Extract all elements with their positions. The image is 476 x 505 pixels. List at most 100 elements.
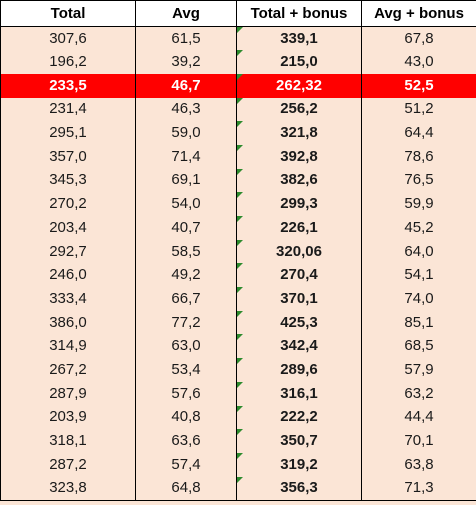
table-row[interactable]: 318,1 63,6 350,7 70,1 bbox=[0, 429, 476, 453]
table-row[interactable]: 345,3 69,1 382,6 76,5 bbox=[0, 168, 476, 193]
error-indicator-icon[interactable] bbox=[237, 263, 243, 270]
cell-total[interactable]: 270,2 bbox=[0, 192, 136, 216]
table-row[interactable]: 292,7 58,5 320,06 64,0 bbox=[0, 239, 476, 264]
cell-total[interactable]: 345,3 bbox=[0, 168, 136, 193]
cell-avg[interactable]: 46,7 bbox=[135, 73, 237, 98]
cell-total-bonus[interactable]: 342,4 bbox=[236, 334, 362, 359]
cell-total[interactable]: 203,4 bbox=[0, 216, 136, 240]
error-indicator-icon[interactable] bbox=[237, 476, 243, 483]
error-indicator-icon[interactable] bbox=[237, 429, 243, 436]
cell-avg[interactable]: 61,5 bbox=[135, 26, 237, 51]
cell-avg-bonus[interactable]: 70,1 bbox=[361, 429, 476, 453]
error-indicator-icon[interactable] bbox=[237, 405, 243, 412]
cell-avg[interactable]: 71,4 bbox=[135, 144, 237, 169]
cell-avg[interactable]: 39,2 bbox=[135, 50, 237, 74]
error-indicator-icon[interactable] bbox=[237, 144, 243, 151]
cell-avg[interactable]: 58,5 bbox=[135, 239, 237, 264]
table-row[interactable]: 314,9 63,0 342,4 68,5 bbox=[0, 334, 476, 359]
cell-avg-bonus[interactable]: 64,0 bbox=[361, 239, 476, 264]
table-row[interactable]: 295,1 59,0 321,8 64,4 bbox=[0, 121, 476, 145]
cell-total[interactable]: 196,2 bbox=[0, 50, 136, 74]
cell-total-bonus[interactable]: 321,8 bbox=[236, 121, 362, 145]
cell-avg-bonus[interactable]: 74,0 bbox=[361, 287, 476, 311]
error-indicator-icon[interactable] bbox=[237, 168, 243, 175]
table-row[interactable]: 270,2 54,0 299,3 59,9 bbox=[0, 192, 476, 216]
table-row[interactable]: 386,0 77,2 425,3 85,1 bbox=[0, 310, 476, 335]
cell-avg[interactable]: 49,2 bbox=[135, 263, 237, 288]
error-indicator-icon[interactable] bbox=[237, 50, 243, 57]
cell-total-bonus[interactable]: 270,4 bbox=[236, 263, 362, 288]
cell-total-bonus[interactable]: 299,3 bbox=[236, 192, 362, 216]
cell-avg-bonus[interactable]: 67,8 bbox=[361, 26, 476, 51]
error-indicator-icon[interactable] bbox=[237, 334, 243, 341]
cell-avg[interactable]: 59,0 bbox=[135, 121, 237, 145]
cell-total[interactable]: 307,6 bbox=[0, 26, 136, 51]
table-row[interactable]: 357,0 71,4 392,8 78,6 bbox=[0, 144, 476, 169]
cell-total[interactable]: 287,9 bbox=[0, 381, 136, 406]
cell-total-bonus[interactable]: 289,6 bbox=[236, 358, 362, 382]
table-row[interactable]: 323,8 64,8 356,3 71,3 bbox=[0, 476, 476, 501]
cell-total[interactable]: 267,2 bbox=[0, 358, 136, 382]
error-indicator-icon[interactable] bbox=[237, 97, 243, 104]
cell-avg-bonus[interactable]: 76,5 bbox=[361, 168, 476, 193]
cell-total-bonus[interactable]: 262,32 bbox=[236, 73, 362, 98]
cell-total[interactable]: 295,1 bbox=[0, 121, 136, 145]
cell-avg[interactable]: 57,4 bbox=[135, 452, 237, 477]
cell-avg-bonus[interactable]: 57,9 bbox=[361, 358, 476, 382]
cell-avg[interactable]: 64,8 bbox=[135, 476, 237, 501]
error-indicator-icon[interactable] bbox=[237, 239, 243, 246]
error-indicator-icon[interactable] bbox=[237, 121, 243, 128]
cell-total-bonus[interactable]: 370,1 bbox=[236, 287, 362, 311]
header-total[interactable]: Total bbox=[0, 0, 136, 27]
cell-avg-bonus[interactable]: 71,3 bbox=[361, 476, 476, 501]
cell-avg[interactable]: 40,7 bbox=[135, 216, 237, 240]
header-avg-bonus[interactable]: Avg + bonus bbox=[361, 0, 476, 27]
cell-total[interactable]: 333,4 bbox=[0, 287, 136, 311]
cell-avg-bonus[interactable]: 68,5 bbox=[361, 334, 476, 359]
table-row[interactable]: 246,0 49,2 270,4 54,1 bbox=[0, 263, 476, 288]
table-row[interactable]: 203,4 40,7 226,1 45,2 bbox=[0, 216, 476, 240]
error-indicator-icon[interactable] bbox=[237, 192, 243, 199]
table-row[interactable]: 307,6 61,5 339,1 67,8 bbox=[0, 26, 476, 51]
cell-avg-bonus[interactable]: 63,8 bbox=[361, 452, 476, 477]
cell-avg[interactable]: 63,6 bbox=[135, 429, 237, 453]
error-indicator-icon[interactable] bbox=[237, 287, 243, 294]
cell-avg-bonus[interactable]: 59,9 bbox=[361, 192, 476, 216]
cell-avg[interactable]: 66,7 bbox=[135, 287, 237, 311]
error-indicator-icon[interactable] bbox=[237, 27, 243, 33]
cell-avg[interactable]: 77,2 bbox=[135, 310, 237, 335]
table-row[interactable]: 287,2 57,4 319,2 63,8 bbox=[0, 452, 476, 477]
cell-total-bonus[interactable]: 226,1 bbox=[236, 216, 362, 240]
cell-total-bonus[interactable]: 222,2 bbox=[236, 405, 362, 430]
cell-total-bonus[interactable]: 320,06 bbox=[236, 239, 362, 264]
cell-total[interactable]: 287,2 bbox=[0, 452, 136, 477]
cell-avg-bonus[interactable]: 52,5 bbox=[361, 73, 476, 98]
error-indicator-icon[interactable] bbox=[237, 73, 243, 80]
cell-avg-bonus[interactable]: 63,2 bbox=[361, 381, 476, 406]
cell-total[interactable]: 246,0 bbox=[0, 263, 136, 288]
cell-total-bonus[interactable]: 356,3 bbox=[236, 476, 362, 501]
cell-avg-bonus[interactable]: 43,0 bbox=[361, 50, 476, 74]
cell-total[interactable]: 231,4 bbox=[0, 97, 136, 122]
cell-total-bonus[interactable]: 339,1 bbox=[236, 26, 362, 51]
cell-total-bonus[interactable]: 256,2 bbox=[236, 97, 362, 122]
table-row[interactable]: 196,2 39,2 215,0 43,0 bbox=[0, 50, 476, 74]
header-total-bonus[interactable]: Total + bonus bbox=[236, 0, 362, 27]
cell-total[interactable]: 233,5 bbox=[0, 73, 136, 98]
header-avg[interactable]: Avg bbox=[135, 0, 237, 27]
cell-avg[interactable]: 69,1 bbox=[135, 168, 237, 193]
cell-avg[interactable]: 54,0 bbox=[135, 192, 237, 216]
table-row[interactable]: 267,2 53,4 289,6 57,9 bbox=[0, 358, 476, 382]
cell-avg-bonus[interactable]: 51,2 bbox=[361, 97, 476, 122]
error-indicator-icon[interactable] bbox=[237, 358, 243, 365]
cell-avg[interactable]: 57,6 bbox=[135, 381, 237, 406]
cell-avg-bonus[interactable]: 78,6 bbox=[361, 144, 476, 169]
cell-avg-bonus[interactable]: 45,2 bbox=[361, 216, 476, 240]
error-indicator-icon[interactable] bbox=[237, 216, 243, 222]
cell-avg[interactable]: 63,0 bbox=[135, 334, 237, 359]
cell-total[interactable]: 323,8 bbox=[0, 476, 136, 501]
cell-total[interactable]: 357,0 bbox=[0, 144, 136, 169]
error-indicator-icon[interactable] bbox=[237, 381, 243, 388]
cell-total[interactable]: 314,9 bbox=[0, 334, 136, 359]
cell-total[interactable]: 203,9 bbox=[0, 405, 136, 430]
